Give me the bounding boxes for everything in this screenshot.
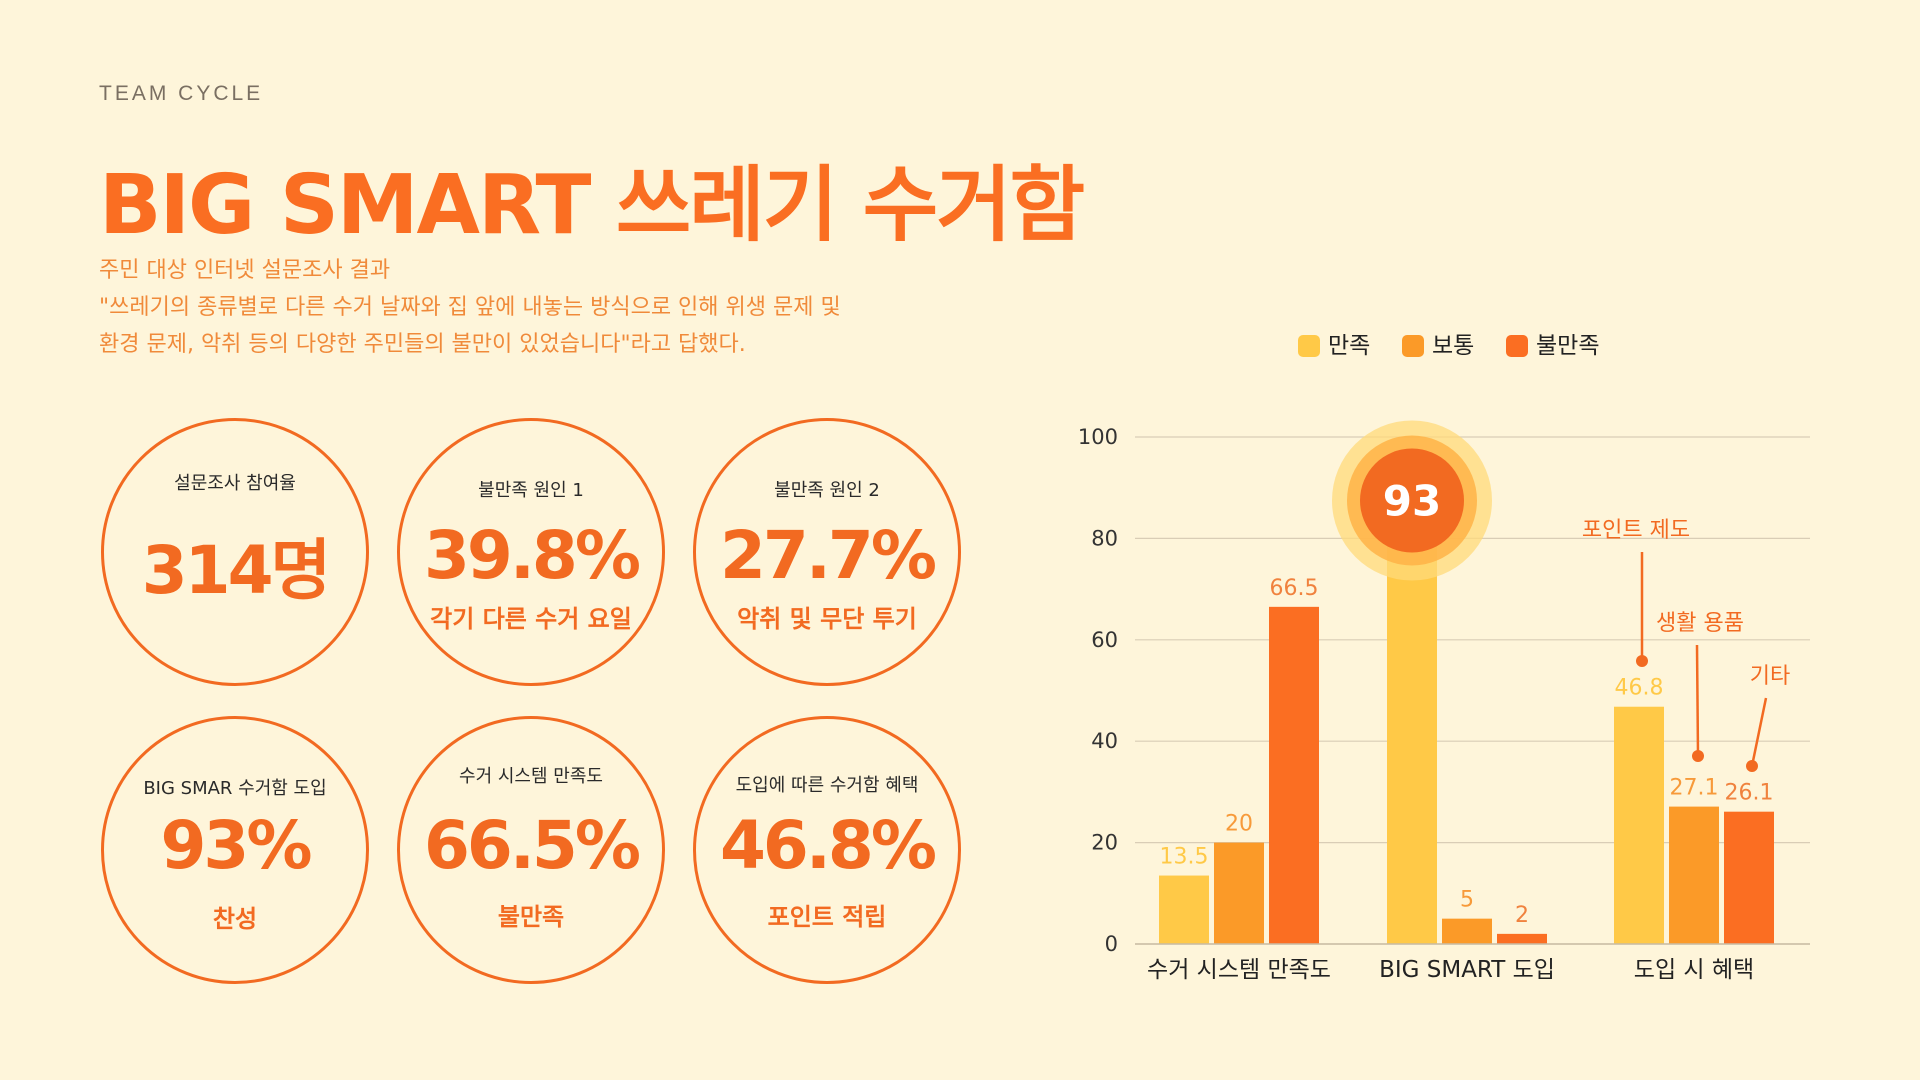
- y-tick-label: 0: [1105, 932, 1118, 956]
- stat-circle-satisfaction: 수거 시스템 만족도 66.5% 불만족: [397, 716, 665, 984]
- bar: [1159, 875, 1209, 944]
- y-tick-label: 20: [1091, 831, 1118, 855]
- stat-circle-benefit: 도입에 따른 수거함 혜택 46.8% 포인트 적립: [693, 716, 961, 984]
- bar: [1669, 806, 1719, 944]
- data-label: 2: [1515, 903, 1529, 928]
- legend-label: 보통: [1432, 333, 1474, 359]
- bar: [1269, 606, 1319, 944]
- bar: [1614, 706, 1664, 944]
- stat-label: 불만족 원인 2: [774, 480, 880, 501]
- x-tick-label: 수거 시스템 만족도: [1147, 957, 1331, 983]
- data-label: 20: [1225, 812, 1253, 837]
- data-label: 5: [1460, 888, 1474, 913]
- legend-swatch: [1402, 335, 1424, 357]
- stat-sub: 찬성: [212, 905, 258, 933]
- stat-label: 설문조사 참여율: [174, 473, 296, 494]
- brand-label: TEAM CYCLE: [99, 82, 264, 105]
- annotation-dot: [1692, 750, 1704, 762]
- y-tick-label: 40: [1091, 729, 1118, 753]
- annotation-leader: [1750, 697, 1768, 767]
- y-tick-label: 100: [1078, 425, 1118, 449]
- survey-description: 주민 대상 인터넷 설문조사 결과 "쓰레기의 종류별로 다른 수거 날짜와 집…: [99, 252, 841, 363]
- stat-label: BIG SMAR 수거함 도입: [143, 778, 327, 799]
- data-label: 46.8: [1615, 676, 1664, 701]
- stat-sub: 각기 다른 수거 요일: [430, 605, 632, 633]
- legend-label: 만족: [1328, 333, 1370, 359]
- x-tick-label: 도입 시 혜택: [1634, 957, 1754, 983]
- stat-circle-cause-2: 불만족 원인 2 27.7% 악취 및 무단 투기: [693, 418, 961, 686]
- stat-label: 불만족 원인 1: [478, 480, 584, 501]
- annotation-label: 생활 용품: [1656, 611, 1744, 636]
- bar: [1724, 811, 1774, 944]
- stat-value: 46.8%: [720, 807, 937, 884]
- stat-circle-participants: 설문조사 참여율 314명: [101, 418, 369, 686]
- y-tick-label: 80: [1091, 526, 1118, 550]
- stat-label: 도입에 따른 수거함 혜택: [735, 775, 919, 796]
- annotation-label: 기타: [1750, 664, 1790, 689]
- bar: [1214, 842, 1264, 944]
- legend-swatch: [1506, 335, 1528, 357]
- data-label: 27.1: [1670, 776, 1719, 801]
- annotation-label: 포인트 제도: [1582, 518, 1690, 543]
- stat-value: 314명: [141, 532, 332, 609]
- stat-circle-cause-1: 불만족 원인 1 39.8% 각기 다른 수거 요일: [397, 418, 665, 686]
- page-title: BIG SMART 쓰레기 수거함: [99, 158, 1085, 253]
- stat-circle-adoption: BIG SMAR 수거함 도입 93% 찬성: [101, 716, 369, 984]
- bar: [1497, 933, 1547, 944]
- stat-value: 39.8%: [424, 517, 641, 594]
- x-tick-label: BIG SMART 도입: [1379, 957, 1555, 983]
- annotation-dot: [1636, 655, 1648, 667]
- stat-value: 93%: [160, 807, 313, 884]
- data-label: 93: [1383, 476, 1441, 525]
- stat-value: 66.5%: [424, 807, 641, 884]
- data-label: 66.5: [1270, 576, 1319, 601]
- data-label: 13.5: [1160, 845, 1209, 870]
- stat-sub: 포인트 적립: [767, 903, 887, 931]
- stat-label: 수거 시스템 만족도: [459, 766, 603, 787]
- survey-description-line: 주민 대상 인터넷 설문조사 결과: [99, 258, 391, 283]
- highlight-badge: [1360, 448, 1464, 553]
- legend-swatch: [1298, 335, 1320, 357]
- annotation-dot: [1746, 760, 1758, 772]
- survey-description-line: 환경 문제, 악취 등의 다양한 주민들의 불만이 있었습니다"라고 답했다.: [99, 332, 746, 357]
- bar: [1442, 918, 1492, 944]
- annotation-leader: [1695, 644, 1700, 757]
- stat-sub: 악취 및 무단 투기: [737, 605, 917, 633]
- survey-description-line: "쓰레기의 종류별로 다른 수거 날짜와 집 앞에 내놓는 방식으로 인해 위생…: [99, 295, 841, 320]
- legend-label: 불만족: [1536, 333, 1599, 359]
- stat-value: 27.7%: [720, 517, 937, 594]
- y-tick-label: 60: [1091, 628, 1118, 652]
- data-label: 26.1: [1725, 781, 1774, 806]
- stat-sub: 불만족: [497, 903, 565, 931]
